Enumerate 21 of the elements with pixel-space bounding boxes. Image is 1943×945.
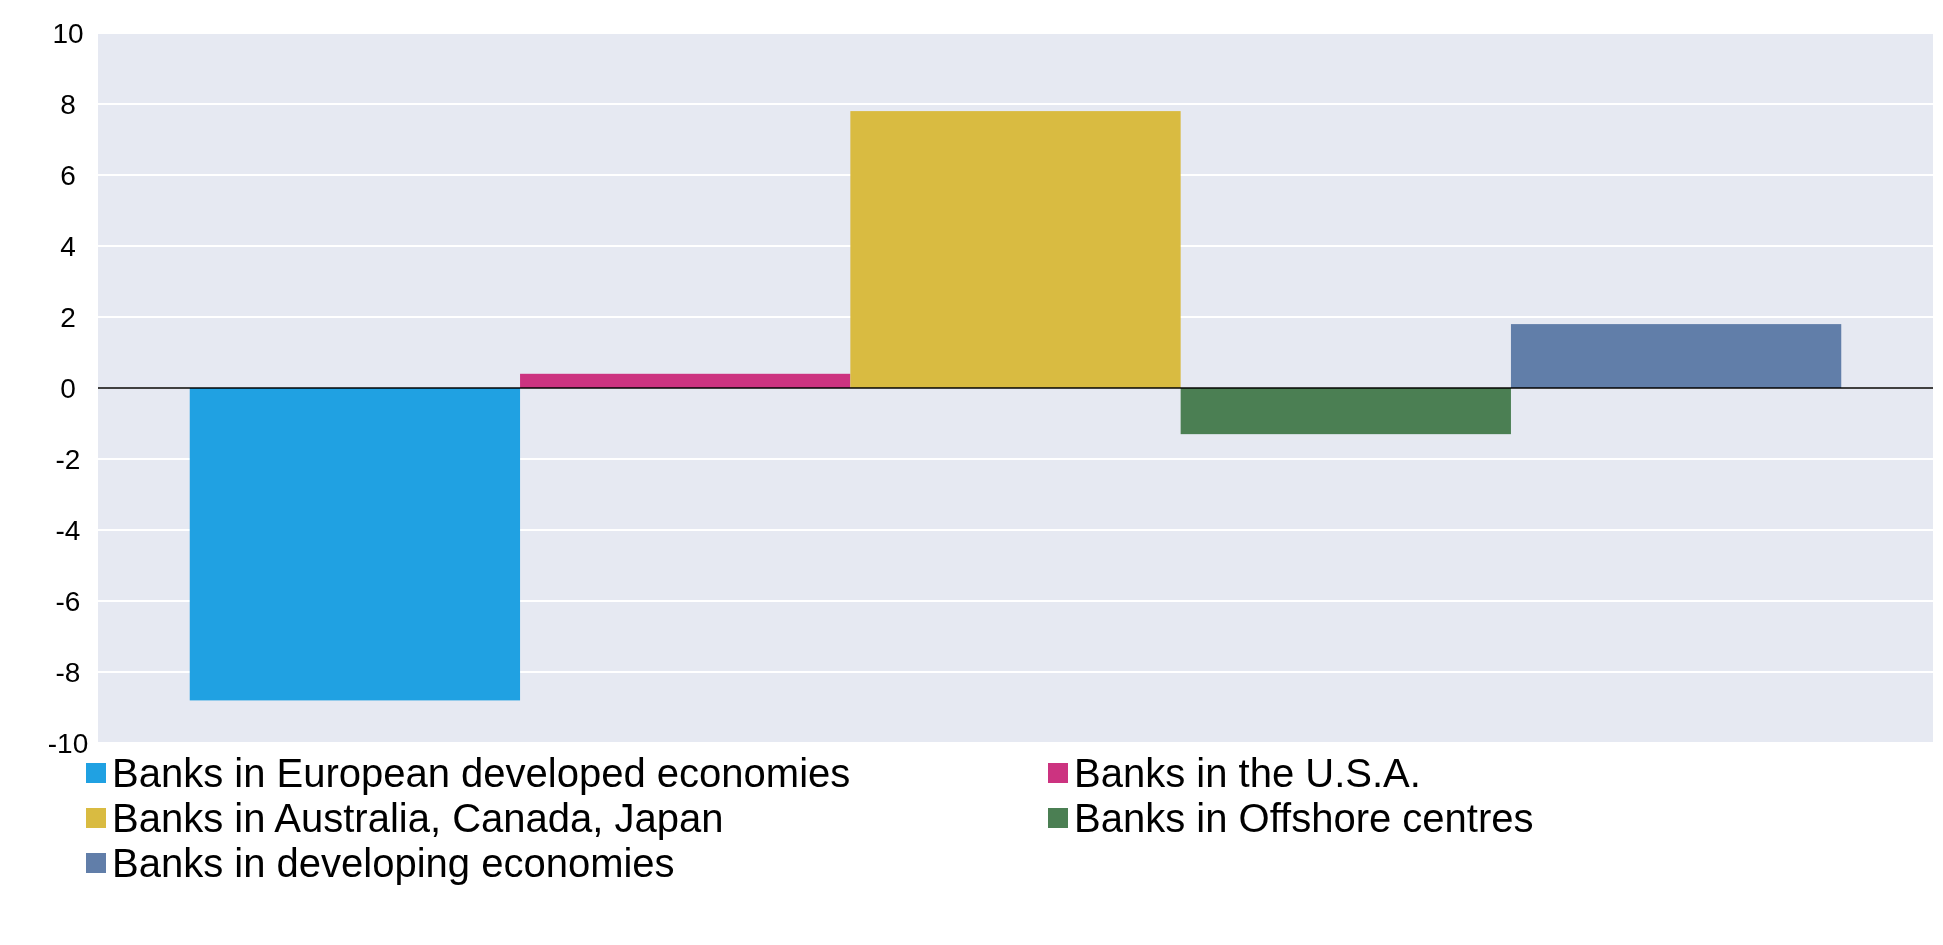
legend-label: Banks in developing economies — [112, 841, 675, 885]
y-tick-label: -6 — [55, 585, 81, 617]
legend-label: Banks in European developed economies — [112, 751, 851, 795]
y-tick-label: 8 — [60, 88, 76, 120]
bar — [189, 388, 521, 701]
y-tick-label: 10 — [52, 17, 84, 49]
bar — [520, 373, 851, 388]
y-tick-label: 2 — [60, 301, 76, 333]
y-tick-label: 0 — [60, 372, 76, 404]
bar — [1510, 324, 1842, 388]
y-tick-label: -4 — [55, 514, 81, 546]
bar — [1180, 388, 1511, 435]
legend-label: Banks in Offshore centres — [1074, 796, 1534, 840]
y-tick-label: -8 — [55, 656, 81, 688]
legend-label: Banks in the U.S.A. — [1074, 751, 1421, 795]
y-tick-label: 4 — [60, 230, 76, 262]
legend-label: Banks in Australia, Canada, Japan — [112, 796, 724, 840]
y-tick-label: -10 — [47, 727, 89, 759]
bar — [850, 111, 1181, 388]
y-tick-label: -2 — [55, 443, 81, 475]
y-tick-label: 6 — [60, 159, 76, 191]
